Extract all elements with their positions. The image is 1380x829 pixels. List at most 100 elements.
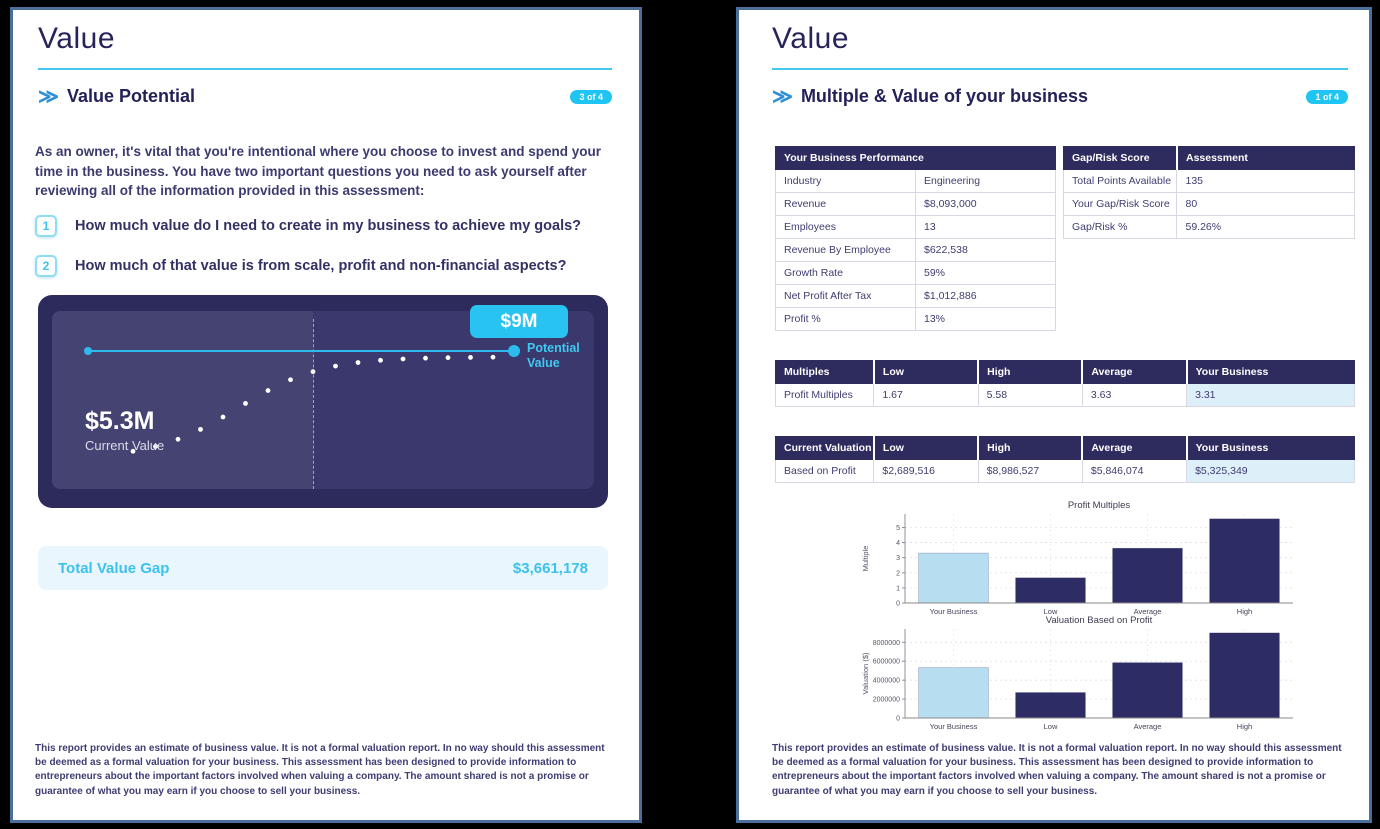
- svg-text:Profit Multiples: Profit Multiples: [1068, 500, 1131, 511]
- table-header-cell: Low: [873, 436, 980, 460]
- table-row: Profit % 13%: [775, 307, 1056, 331]
- svg-text:2: 2: [896, 570, 900, 577]
- table-row: Employees 13: [775, 215, 1056, 239]
- svg-text:2000000: 2000000: [873, 697, 900, 704]
- table-cell: $1,012,886: [915, 284, 1056, 308]
- data-table-grid: Current Valuation Low High Average Your Busi…: [774, 436, 1355, 483]
- data-table-grid: Your Business Performance Industry Enginee…: [775, 146, 1056, 331]
- curve-dot: [243, 401, 248, 406]
- table-header-cell: Average: [1081, 360, 1188, 384]
- total-value-gap-label: Total Value Gap: [58, 559, 170, 577]
- svg-text:Low: Low: [1044, 722, 1058, 731]
- curve-dot: [400, 356, 406, 362]
- svg-text:High: High: [1237, 722, 1252, 731]
- table-cell: 59.26%: [1176, 215, 1355, 239]
- table-header-row: Current Valuation Low High Average Your Busi…: [774, 436, 1355, 460]
- table-cell: $5,325,349: [1186, 459, 1355, 483]
- double-chevron-icon: ≫: [772, 85, 793, 108]
- curve-dot: [198, 426, 203, 432]
- section-header: ≫ Value Potential 3 of 4: [38, 86, 612, 107]
- report-page-multiple-value: Value ≫ Multiple & Value of your busines…: [736, 7, 1372, 823]
- svg-text:Valuation Based on Profit: Valuation Based on Profit: [1046, 615, 1153, 626]
- report-page-value-potential: Value ≫ Value Potential 3 of 4 As an own…: [10, 7, 642, 823]
- title-divider: [38, 68, 612, 70]
- curve-dot: [423, 355, 428, 361]
- line-end-dot: [508, 345, 520, 357]
- table-cell: Your Gap/Risk Score: [1062, 192, 1178, 216]
- potential-value-label: Potential Value: [527, 341, 580, 370]
- question-row-2: 2 How much of that value is from scale, …: [35, 255, 613, 277]
- current-value-label: Current Value: [85, 438, 165, 453]
- table-cell: 5.58: [977, 383, 1083, 407]
- table-cell: Employees: [775, 215, 916, 239]
- svg-text:5: 5: [896, 525, 900, 532]
- table-cell: Engineering: [915, 169, 1056, 193]
- valuation-based-on-profit-chart: Valuation Based on Profit Valuation ($) 0 2…: [859, 614, 1299, 741]
- total-value-gap-bar: Total Value Gap $3,661,178: [38, 546, 608, 590]
- page-count-badge: 1 of 4: [1306, 89, 1348, 104]
- title-divider: [772, 68, 1348, 70]
- disclaimer-text: This report provides an estimate of busi…: [35, 743, 605, 797]
- table-cell: Revenue By Employee: [775, 238, 916, 262]
- svg-text:Your Business: Your Business: [930, 607, 978, 616]
- table-cell: Total Points Available: [1062, 169, 1178, 193]
- table-header-cell: Multiples: [774, 360, 875, 384]
- svg-text:8000000: 8000000: [873, 640, 900, 647]
- chart-panel-left: [52, 311, 313, 489]
- table-cell: Gap/Risk %: [1062, 215, 1178, 239]
- bar-chart-svg: Profit Multiples Multiple 0 1 2 3 4 5 Your Busin…: [861, 500, 1293, 616]
- table-row: Total Points Available 135: [1062, 169, 1355, 193]
- table-cell: Based on Profit: [774, 459, 875, 483]
- svg-text:Average: Average: [1134, 722, 1162, 731]
- table-header-cell: Average: [1081, 436, 1188, 460]
- table-cell: Industry: [775, 169, 916, 193]
- table-row: Revenue By Employee $622,538: [775, 238, 1056, 262]
- data-table-grid: Gap/Risk Score Assessment Total Points Ava…: [1062, 146, 1355, 239]
- table-cell: 3.63: [1081, 383, 1188, 407]
- svg-text:3: 3: [896, 555, 900, 562]
- curve-dot: [310, 369, 316, 375]
- section-heading: Value Potential: [66, 86, 195, 106]
- curve-dot: [265, 388, 271, 393]
- table-header-cell: Your Business Performance: [775, 146, 1056, 170]
- section-heading: Multiple & Value of your business: [800, 86, 1088, 106]
- curve-dot: [445, 355, 451, 361]
- table-cell: Growth Rate: [775, 261, 916, 285]
- table-header-row: Gap/Risk Score Assessment: [1062, 146, 1355, 170]
- svg-text:Multiple: Multiple: [861, 546, 870, 572]
- bar-chart-svg: Valuation Based on Profit Valuation ($) 0 2…: [861, 615, 1293, 731]
- curve-dot: [153, 444, 158, 449]
- page-count-badge: 3 of 4: [570, 89, 612, 104]
- curve-dot: [490, 354, 496, 360]
- table-row: Profit Multiples 1.67 5.58 3.63 3.31: [774, 383, 1355, 407]
- total-value-gap-amount: $3,661,178: [512, 559, 588, 577]
- question-text: How much value do I need to create in my…: [75, 218, 582, 234]
- table-cell: Profit Multiples: [774, 383, 875, 407]
- table-row: Gap/Risk % 59.26%: [1062, 215, 1355, 239]
- table-header-row: Your Business Performance: [775, 146, 1056, 170]
- table-cell: Revenue: [775, 192, 916, 216]
- table-cell: Profit %: [775, 307, 916, 331]
- svg-text:0: 0: [896, 716, 900, 723]
- svg-text:0: 0: [896, 601, 900, 608]
- current-valuation-table: Current Valuation Low High Average Your Busi…: [774, 436, 1355, 483]
- table-header-cell: Your Business: [1186, 360, 1355, 384]
- table-cell: $8,986,527: [977, 459, 1083, 483]
- section-header: ≫ Multiple & Value of your business 1 of…: [772, 86, 1348, 107]
- table-row: Growth Rate 59%: [775, 261, 1056, 285]
- question-text: How much of that value is from scale, pr…: [75, 258, 567, 274]
- table-cell: 80: [1176, 192, 1355, 216]
- curve-dot: [333, 363, 338, 369]
- table-cell: 3.31: [1186, 383, 1355, 407]
- svg-text:Your Business: Your Business: [930, 722, 978, 731]
- table-header-cell: Low: [873, 360, 980, 384]
- curve-dot: [355, 360, 361, 365]
- svg-text:Average: Average: [1134, 607, 1162, 616]
- table-cell: 13: [915, 215, 1056, 239]
- multiples-table: Multiples Low High Average Your Business Prof…: [774, 360, 1355, 407]
- table-header-cell: Current Valuation: [774, 436, 875, 460]
- table-row: Industry Engineering: [775, 169, 1056, 193]
- svg-text:High: High: [1237, 607, 1252, 616]
- curve-dot: [220, 414, 226, 420]
